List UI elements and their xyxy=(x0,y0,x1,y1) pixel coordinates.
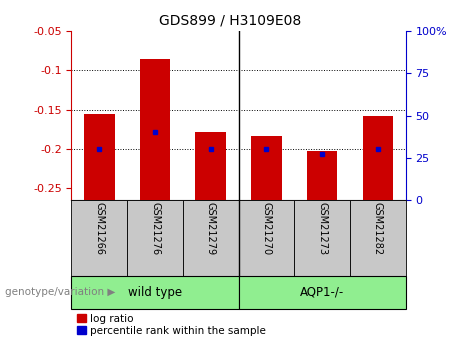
Bar xyxy=(238,200,294,276)
Bar xyxy=(127,200,183,276)
Bar xyxy=(71,200,127,276)
Text: GDS899 / H3109E08: GDS899 / H3109E08 xyxy=(160,14,301,28)
Bar xyxy=(71,276,239,309)
Bar xyxy=(362,116,393,200)
Text: GSM21282: GSM21282 xyxy=(373,203,383,256)
Text: GSM21266: GSM21266 xyxy=(95,203,104,255)
Bar xyxy=(84,114,115,200)
Text: GSM21279: GSM21279 xyxy=(206,203,216,256)
Text: GSM21276: GSM21276 xyxy=(150,203,160,256)
Text: AQP1-/-: AQP1-/- xyxy=(300,286,344,299)
Bar xyxy=(195,132,226,200)
Text: GSM21273: GSM21273 xyxy=(317,203,327,256)
Text: genotype/variation ▶: genotype/variation ▶ xyxy=(5,287,115,297)
Legend: log ratio, percentile rank within the sample: log ratio, percentile rank within the sa… xyxy=(77,314,266,336)
Bar xyxy=(238,276,406,309)
Text: wild type: wild type xyxy=(128,286,182,299)
Bar xyxy=(140,59,170,200)
Bar xyxy=(350,200,406,276)
Bar xyxy=(183,200,238,276)
Bar xyxy=(251,136,282,200)
Text: GSM21270: GSM21270 xyxy=(261,203,272,256)
Bar xyxy=(307,150,337,200)
Bar xyxy=(294,200,350,276)
